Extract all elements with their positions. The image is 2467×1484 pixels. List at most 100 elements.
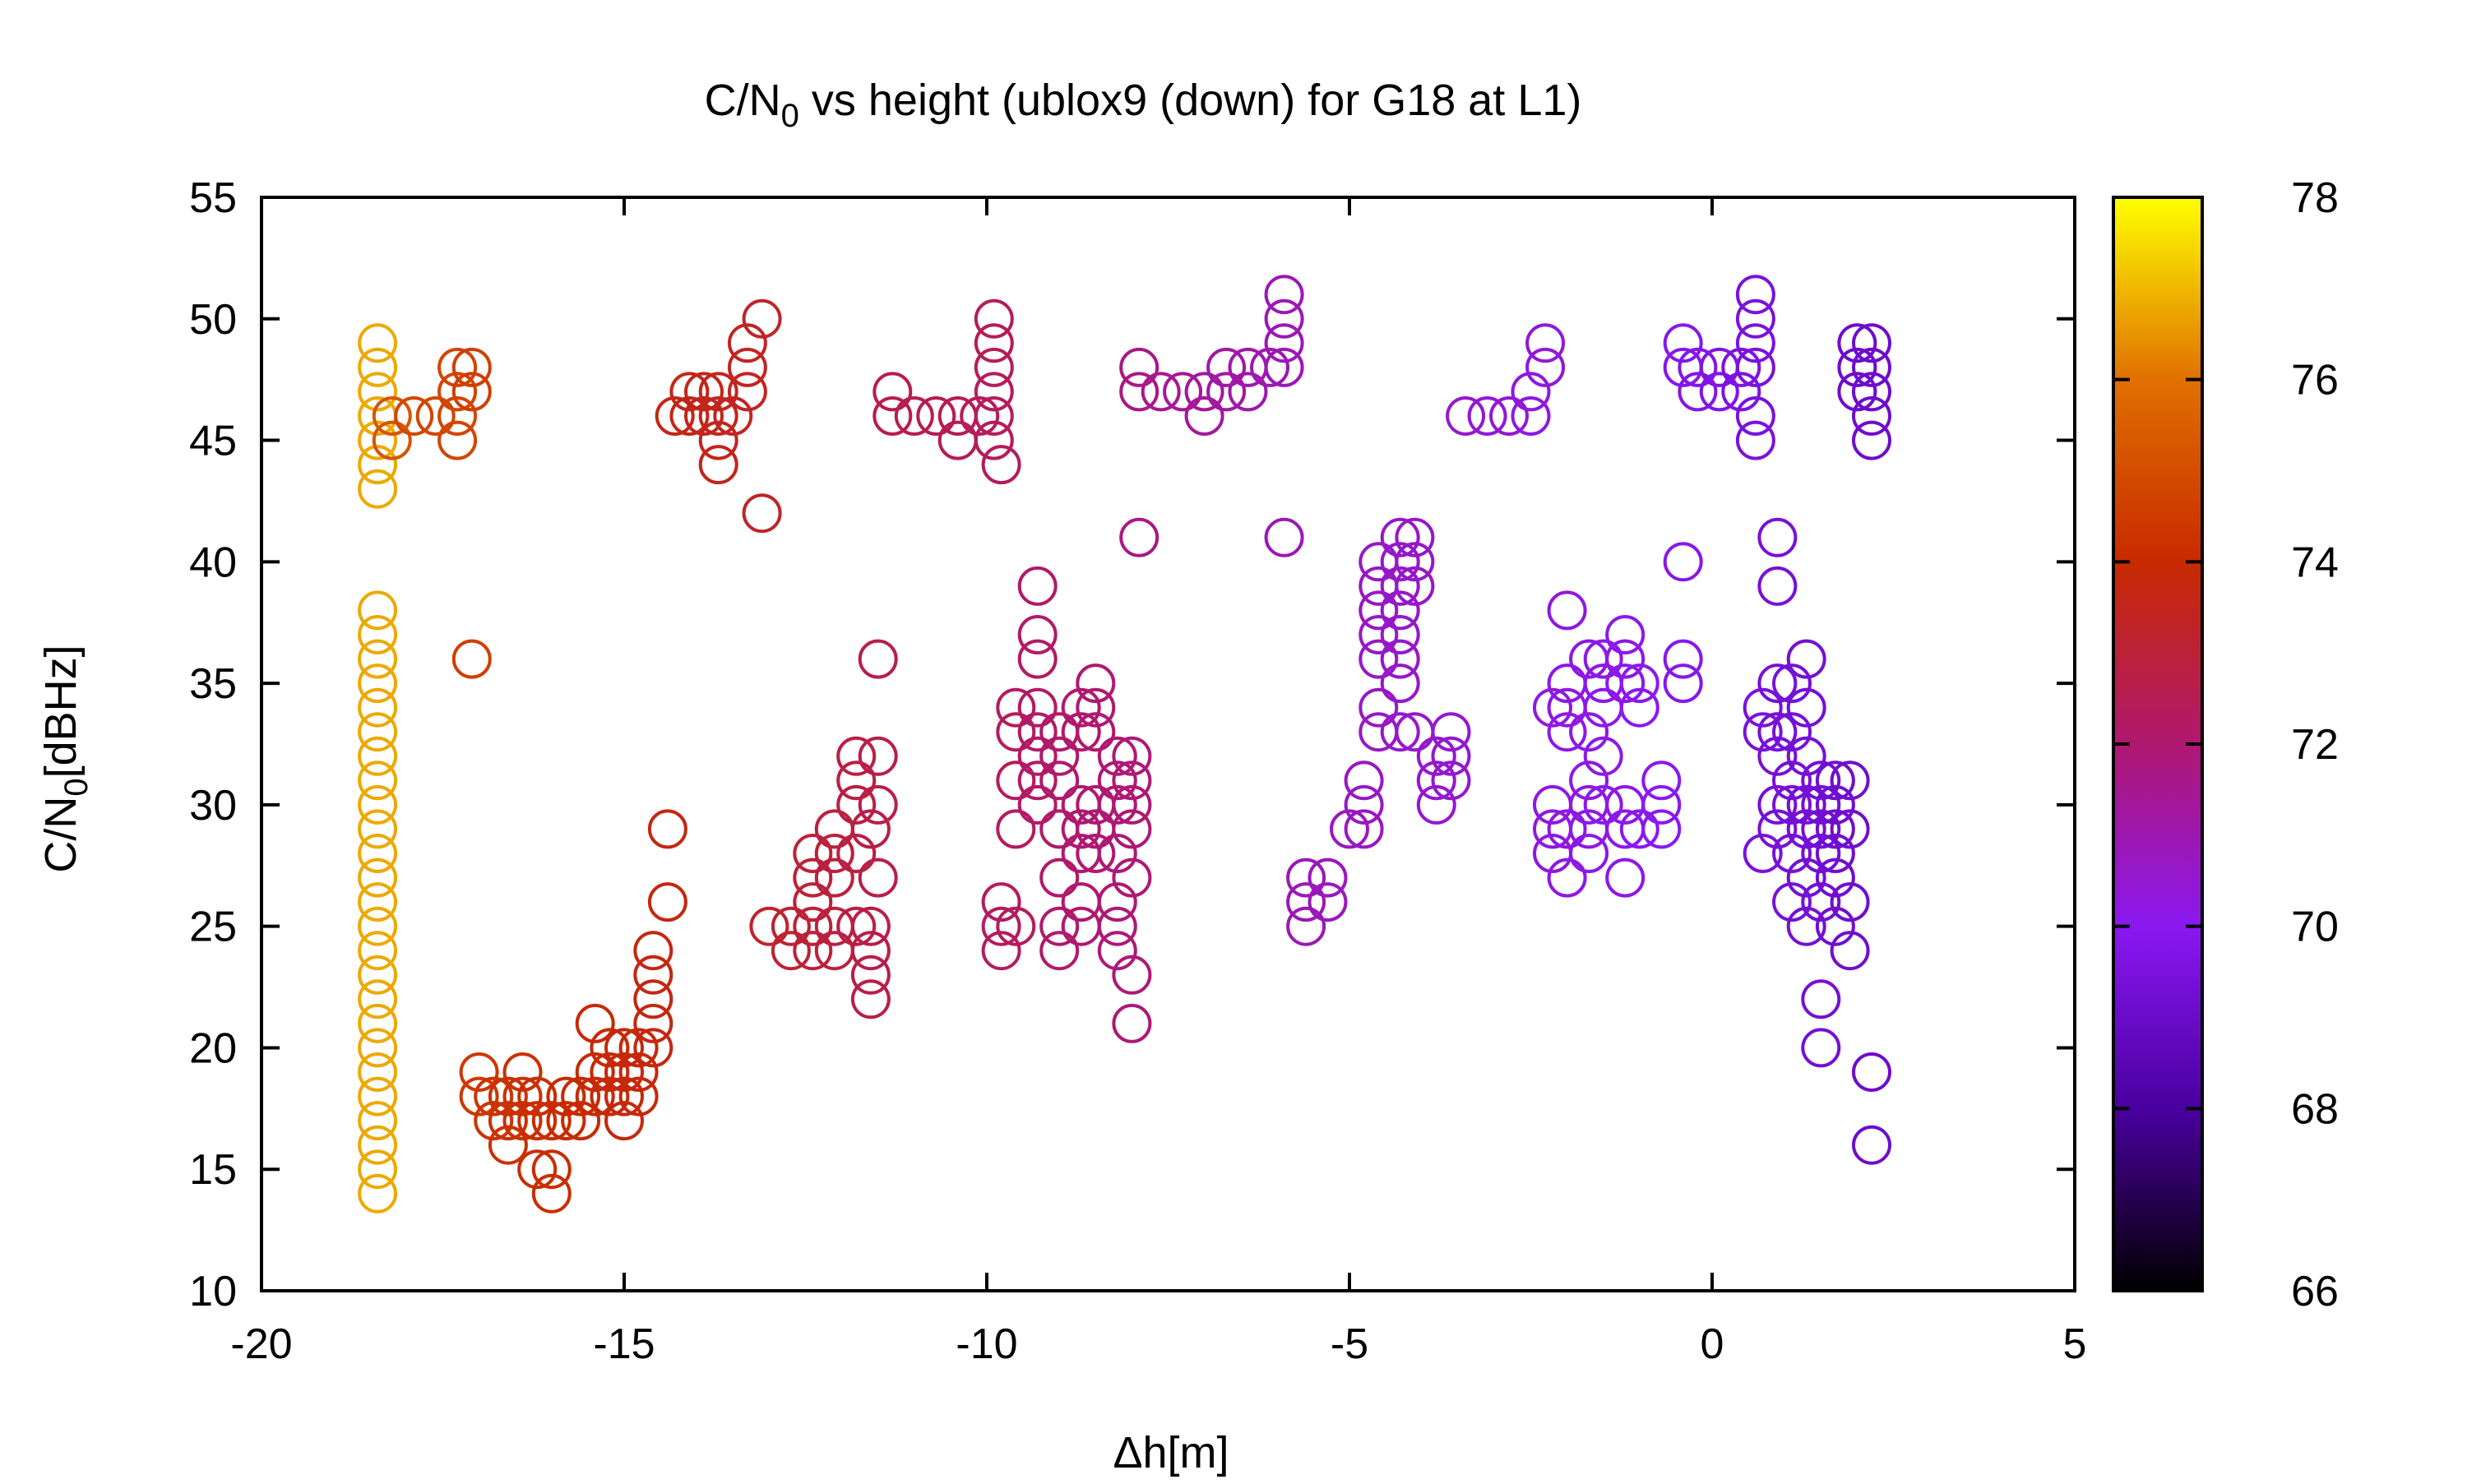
- data-point: [981, 445, 1021, 485]
- data-point: [1250, 347, 1289, 387]
- data-point: [488, 1101, 528, 1141]
- data-point: [814, 809, 854, 849]
- colorbar-tick-label: 78: [2291, 174, 2339, 222]
- data-point: [698, 372, 738, 412]
- data-point: [561, 1076, 601, 1116]
- data-point: [1757, 566, 1798, 606]
- data-point: [1757, 663, 1798, 704]
- data-point: [451, 347, 492, 387]
- colorbar-tick-label: 72: [2291, 721, 2339, 769]
- data-point: [1852, 396, 1891, 436]
- data-point: [771, 931, 811, 971]
- data-point: [1619, 663, 1659, 704]
- x-tick-label: 5: [2063, 1320, 2087, 1368]
- data-point: [1119, 347, 1159, 387]
- data-point: [358, 809, 398, 849]
- y-tick-label: 25: [189, 904, 237, 951]
- data-point: [1757, 809, 1798, 849]
- data-point: [647, 809, 687, 849]
- data-point: [1772, 760, 1812, 801]
- data-point: [858, 784, 898, 825]
- data-point: [1358, 687, 1399, 728]
- data-point: [684, 372, 724, 412]
- data-point: [517, 1101, 558, 1141]
- data-point: [1569, 760, 1609, 801]
- data-point: [1801, 809, 1841, 849]
- y-axis-ticks: 10 15 20 25 30 35 40 45 50 55: [189, 174, 2075, 1315]
- x-tick-label: -5: [1331, 1320, 1368, 1368]
- data-point: [872, 372, 913, 412]
- data-point: [1395, 517, 1435, 557]
- data-point: [1641, 760, 1682, 801]
- data-point: [850, 979, 891, 1019]
- data-point: [415, 396, 456, 436]
- data-point: [1112, 1003, 1152, 1043]
- data-point: [1076, 663, 1116, 704]
- x-tick-label: -10: [956, 1320, 1017, 1368]
- data-point: [1358, 590, 1399, 631]
- data-point: [850, 809, 891, 849]
- data-point: [358, 420, 398, 460]
- data-points: [358, 275, 1891, 1214]
- data-point: [814, 906, 854, 946]
- colorbar-tick-label: 68: [2291, 1085, 2339, 1133]
- data-point: [358, 1173, 398, 1214]
- data-point: [742, 298, 782, 339]
- data-point: [358, 1003, 398, 1043]
- data-point: [604, 1052, 644, 1092]
- data-point: [1735, 347, 1775, 387]
- data-point: [1533, 687, 1572, 728]
- data-point: [814, 834, 854, 873]
- data-point: [698, 445, 738, 485]
- data-point: [1017, 615, 1058, 654]
- data-point: [1830, 760, 1870, 801]
- data-point: [1786, 858, 1826, 898]
- data-point: [1431, 736, 1471, 776]
- data-point: [1757, 736, 1798, 776]
- data-point: [1344, 760, 1384, 801]
- data-point: [546, 1076, 586, 1116]
- data-point: [793, 834, 833, 873]
- data-point: [1112, 784, 1152, 825]
- data-point: [1735, 298, 1775, 339]
- data-point: [1852, 1125, 1891, 1165]
- data-point: [1801, 834, 1841, 873]
- data-point: [1380, 517, 1420, 557]
- data-point: [358, 1101, 398, 1141]
- data-point: [633, 1003, 673, 1043]
- data-point: [1286, 906, 1326, 946]
- data-point: [1815, 809, 1855, 849]
- data-point: [488, 1076, 528, 1116]
- colorbar-tick-label: 66: [2291, 1268, 2339, 1315]
- data-point: [1547, 590, 1587, 631]
- data-point: [394, 396, 434, 436]
- data-point: [517, 1076, 558, 1116]
- data-point: [437, 347, 478, 387]
- y-tick-label: 45: [189, 418, 237, 465]
- data-point: [1721, 372, 1761, 412]
- data-point: [1735, 420, 1775, 460]
- data-point: [1061, 712, 1101, 752]
- data-point: [858, 639, 898, 679]
- data-point: [1061, 687, 1101, 728]
- data-point: [713, 396, 753, 436]
- data-point: [358, 784, 398, 825]
- data-point: [1017, 566, 1058, 606]
- data-point: [358, 445, 398, 485]
- data-point: [618, 1028, 659, 1068]
- data-point: [836, 784, 877, 825]
- data-point: [474, 1076, 514, 1116]
- data-point: [531, 1149, 572, 1190]
- data-point: [981, 882, 1021, 922]
- data-point: [502, 1052, 543, 1092]
- y-tick-label: 55: [189, 174, 237, 222]
- y-tick-label: 20: [189, 1024, 237, 1072]
- data-point: [1431, 760, 1471, 801]
- data-point: [1815, 760, 1855, 801]
- data-point: [1605, 858, 1645, 898]
- data-point: [358, 834, 398, 873]
- data-point: [502, 1076, 543, 1116]
- data-point: [633, 931, 673, 971]
- data-point: [358, 882, 398, 922]
- data-point: [727, 372, 767, 412]
